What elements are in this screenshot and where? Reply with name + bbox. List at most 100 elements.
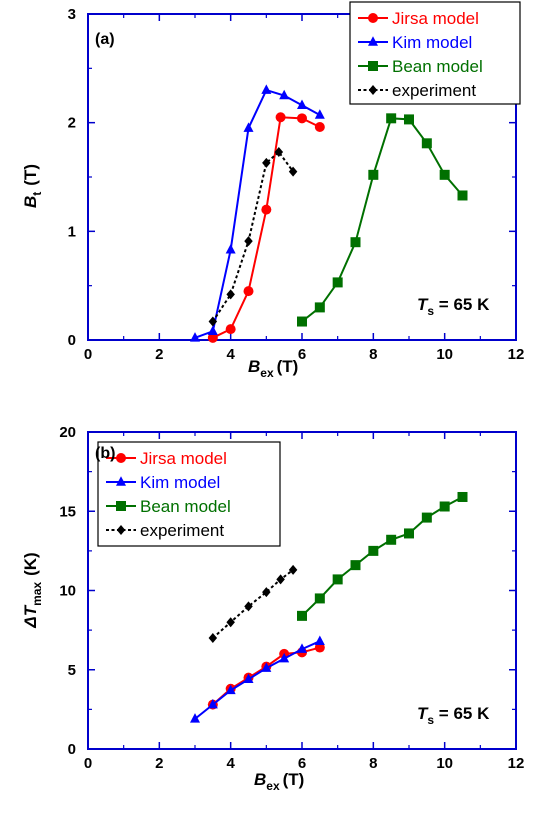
data-point xyxy=(297,99,307,110)
series-kim-model xyxy=(190,635,325,723)
x-tick-label: 4 xyxy=(226,346,235,363)
data-point xyxy=(190,713,200,723)
x-tick-label: 10 xyxy=(436,755,453,772)
data-point xyxy=(276,574,285,585)
data-point xyxy=(279,652,290,663)
data-point xyxy=(314,122,325,133)
legend-box xyxy=(97,441,281,547)
legend-b: Jirsa model Kim model Bean model experiment xyxy=(97,441,281,547)
data-point xyxy=(350,237,361,248)
y-axis-label: Bt (T) xyxy=(21,164,44,208)
data-point xyxy=(262,587,271,598)
data-point xyxy=(314,642,325,653)
x-tick-label: 6 xyxy=(298,346,306,363)
y-axis-label-unit: (T) xyxy=(21,164,40,186)
data-point xyxy=(207,332,218,343)
legend-label: experiment xyxy=(392,81,476,100)
y-tick-label: 20 xyxy=(59,424,76,441)
data-point xyxy=(208,633,218,644)
data-point xyxy=(190,332,200,342)
data-point xyxy=(244,601,253,612)
y-tick-label: 1 xyxy=(68,223,76,240)
data-point xyxy=(243,122,254,132)
x-tick-label: 12 xyxy=(508,346,525,363)
y-axis-label-unit: (K) xyxy=(21,552,40,576)
annotation-rest: = 65 K xyxy=(434,704,490,723)
data-point xyxy=(225,244,236,254)
y-axis-label-sub: t xyxy=(30,192,44,196)
data-point xyxy=(244,236,253,247)
y-tick-label: 3 xyxy=(68,6,76,23)
series-experiment xyxy=(208,564,298,644)
data-point xyxy=(457,491,468,502)
data-point xyxy=(261,204,272,215)
legend-marker xyxy=(368,13,378,23)
legend-marker xyxy=(116,476,126,486)
legend-marker xyxy=(116,525,126,535)
x-axis-label-unit: (T) xyxy=(283,770,305,789)
data-point xyxy=(225,324,236,335)
series-bean-model xyxy=(297,113,468,327)
data-point xyxy=(404,114,414,125)
x-tick-label: 8 xyxy=(369,755,377,772)
data-point xyxy=(297,643,307,653)
data-point xyxy=(314,593,325,604)
data-point xyxy=(288,166,298,177)
data-point xyxy=(274,147,284,158)
y-tick-label: 0 xyxy=(68,741,76,758)
data-point xyxy=(314,109,325,119)
y-tick-label: 10 xyxy=(59,583,76,600)
legend-label: Kim model xyxy=(392,33,472,52)
x-axis-label: Bex (T) xyxy=(254,770,304,793)
annotation-rest: = 65 K xyxy=(434,295,490,314)
data-point xyxy=(297,113,307,124)
data-point xyxy=(314,635,325,645)
panel-label: (a) xyxy=(95,31,115,48)
y-axis-label-group: ΔTmax (K) xyxy=(21,552,44,628)
x-tick-label: 2 xyxy=(155,346,163,363)
series-jirsa-model xyxy=(207,112,325,343)
legend-marker xyxy=(116,453,126,463)
series-line xyxy=(212,116,321,339)
series-line xyxy=(211,150,294,323)
legend-marker xyxy=(116,501,126,511)
data-point xyxy=(404,528,414,539)
legend-label: Bean model xyxy=(392,57,483,76)
annotation-sub: s xyxy=(427,304,434,318)
x-tick-label: 12 xyxy=(508,755,525,772)
x-axis-label: Bex (T) xyxy=(248,357,298,380)
data-point xyxy=(439,169,450,180)
legend-marker xyxy=(368,85,378,95)
series-experiment xyxy=(208,147,298,327)
x-tick-label: 4 xyxy=(226,755,235,772)
data-point xyxy=(297,610,307,621)
x-axis-label-unit: (T) xyxy=(277,357,299,376)
data-point xyxy=(332,277,343,288)
x-tick-label: 0 xyxy=(84,346,92,363)
data-point xyxy=(332,574,343,585)
data-point xyxy=(386,534,397,545)
legend-label: Jirsa model xyxy=(140,449,227,468)
data-point xyxy=(207,325,218,336)
panel-label: (b) xyxy=(95,445,115,462)
temperature-annotation: Ts = 65 K xyxy=(417,295,490,318)
temperature-annotation: Ts = 65 K xyxy=(417,704,490,727)
data-point xyxy=(439,501,450,512)
data-point xyxy=(421,138,432,149)
data-point xyxy=(275,112,286,123)
legend-label: Jirsa model xyxy=(392,9,479,28)
data-point xyxy=(208,316,218,327)
data-point xyxy=(261,662,272,672)
x-axis-label-sub: ex xyxy=(260,366,274,380)
data-point xyxy=(262,157,271,168)
x-tick-label: 8 xyxy=(369,346,377,363)
data-point xyxy=(368,169,379,180)
annotation-sub: s xyxy=(427,713,434,727)
series-line xyxy=(194,88,321,339)
x-tick-label: 10 xyxy=(436,346,453,363)
x-axis-label-sub: ex xyxy=(266,779,280,793)
data-point xyxy=(207,698,218,709)
y-axis-label-group: Bt (T) xyxy=(21,164,44,208)
data-point xyxy=(279,89,290,100)
